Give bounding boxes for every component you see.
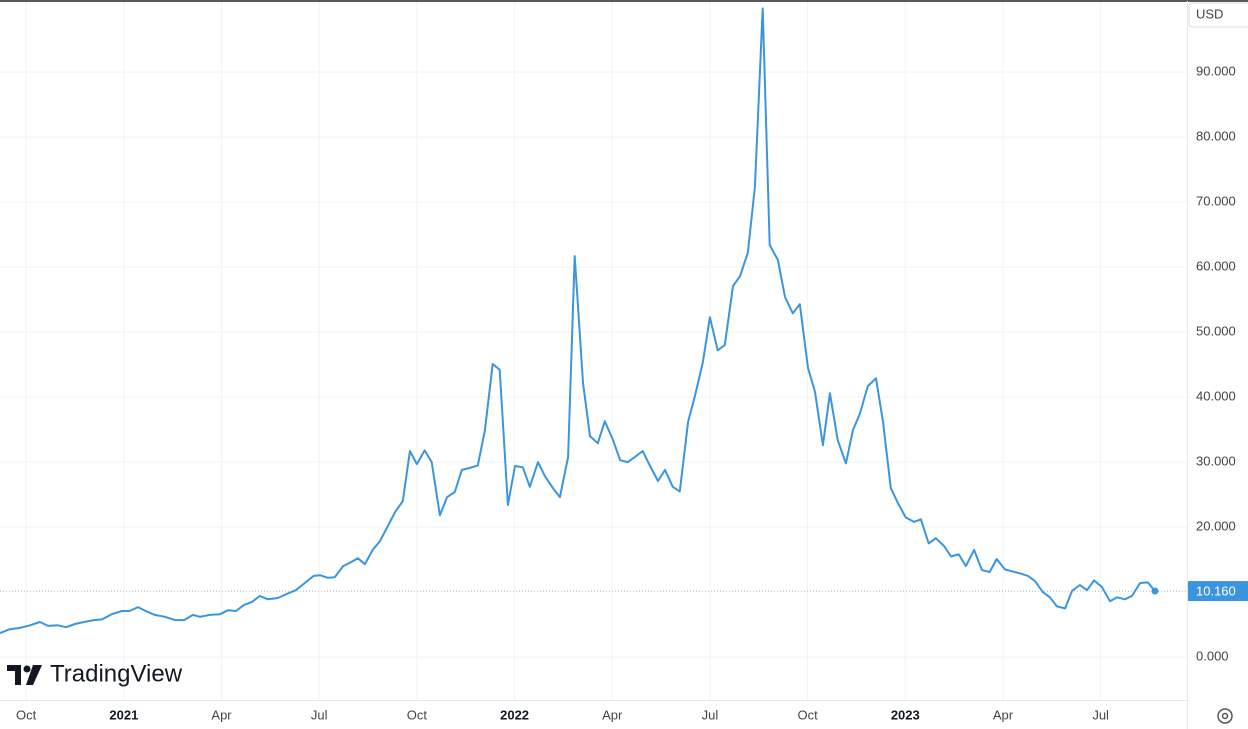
y-tick-label: 80.000 xyxy=(1196,129,1236,144)
x-tick-label: Apr xyxy=(602,707,623,722)
y-tick-label: 30.000 xyxy=(1196,454,1236,469)
price-line xyxy=(0,7,1156,635)
y-tick-label: 70.000 xyxy=(1196,194,1236,209)
watermark: TradingView xyxy=(50,660,183,687)
x-tick-label: Oct xyxy=(407,707,428,722)
gear[interactable] xyxy=(1217,708,1233,724)
currency[interactable]: USD xyxy=(1196,6,1223,21)
x-tick-label: Apr xyxy=(211,707,232,722)
y-tick-label: 60.000 xyxy=(1196,259,1236,274)
y-tick-label: 90.000 xyxy=(1196,64,1236,79)
watermark-logo xyxy=(7,665,42,685)
y-tick-label: 50.000 xyxy=(1196,324,1236,339)
y-tick-label: 40.000 xyxy=(1196,389,1236,404)
x-tick-label: 2022 xyxy=(500,707,529,722)
x-tick-label: 2021 xyxy=(109,707,138,722)
y-tick-label: 20.000 xyxy=(1196,519,1236,534)
last-point xyxy=(1151,587,1159,595)
x-tick-label: Jul xyxy=(1092,707,1109,722)
settings-icon[interactable] xyxy=(1217,708,1233,724)
x-tick-label: Apr xyxy=(993,707,1014,722)
x-tick-label: Jul xyxy=(311,707,328,722)
x-tick-label: 2023 xyxy=(891,707,920,722)
x-tick-label: Oct xyxy=(16,707,37,722)
last-price-label: 10.160 xyxy=(1196,584,1236,599)
last-price-tag xyxy=(1188,581,1248,602)
x-tick-label: Jul xyxy=(702,707,719,722)
y-tick-label: 0.000 xyxy=(1196,649,1229,664)
gear-center[interactable] xyxy=(1221,712,1229,720)
grid xyxy=(0,0,1187,700)
currency-box[interactable] xyxy=(1188,2,1248,28)
x-tick-label: Oct xyxy=(797,707,818,722)
